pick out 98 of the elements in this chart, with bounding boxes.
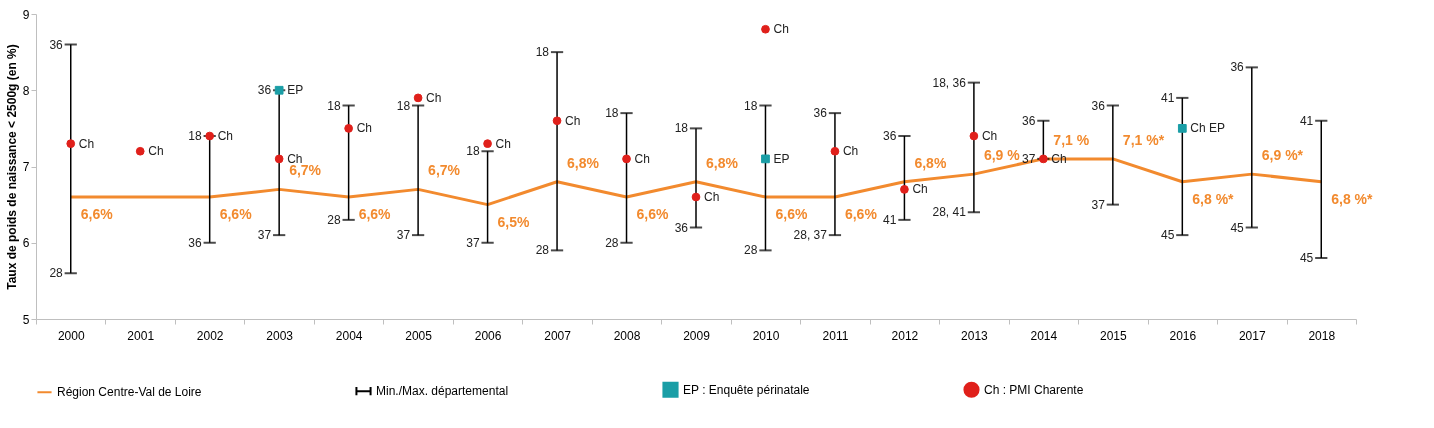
data-label: 6,6%: [219, 206, 253, 222]
data-label: 6,8%: [706, 154, 739, 171]
x-tick-label: 2018: [1308, 328, 1336, 343]
legend-label: EP : Enquête périnatale: [683, 382, 810, 397]
legend-label: Min./Max. départemental: [376, 384, 509, 399]
x-tick-label: 2010: [752, 328, 780, 343]
annotation: 45: [1160, 228, 1175, 243]
annotation: 18: [605, 106, 619, 121]
x-tick-label: 2004: [335, 328, 363, 343]
annotation: 41: [883, 212, 897, 227]
annotation: 28: [605, 235, 619, 250]
data-label: Ch: [565, 113, 581, 128]
annotation: 36: [1022, 113, 1036, 128]
data-label: 6,6%: [80, 206, 114, 222]
data-label: 6,8 %*: [1331, 190, 1374, 207]
annotation: 36: [813, 106, 828, 121]
annotation: 28: [744, 243, 758, 258]
y-tick-label: 8: [22, 83, 30, 98]
data-label: EP: [773, 151, 790, 166]
x-tick-label: 2001: [127, 328, 155, 343]
annotation: 41: [1160, 90, 1175, 105]
data-label: Ch: [78, 136, 95, 151]
x-tick-label: 2008: [613, 328, 641, 343]
annotation: 18: [535, 45, 550, 60]
annotation: 37: [466, 235, 480, 250]
annotation: 36: [674, 220, 689, 235]
y-tick-label: 7: [22, 160, 30, 174]
data-label: 6,6%: [358, 206, 392, 222]
data-label: 6,6%: [636, 206, 669, 222]
data-label: 6,9 %*: [1261, 147, 1304, 164]
data-label: 6,6%: [775, 206, 808, 222]
x-tick-label: 2016: [1169, 328, 1197, 343]
annotation: 28, 37: [793, 228, 828, 243]
data-label: Ch: [217, 129, 234, 143]
annotation: 36: [1091, 98, 1106, 113]
x-tick-label: 2005: [405, 328, 433, 343]
data-label: 6,5%: [497, 213, 531, 230]
annotation: 18: [396, 98, 411, 113]
x-tick-label: 2000: [57, 328, 85, 343]
annotation: 37: [396, 228, 411, 243]
data-label: 6,6%: [844, 206, 878, 222]
annotation: 18: [674, 121, 689, 136]
data-label: Ch: [148, 144, 164, 159]
data-label: Ch EP: [1190, 121, 1225, 136]
annotation: 18: [188, 129, 202, 143]
legend-label: Région Centre-Val de Loire: [57, 385, 202, 400]
x-tick-label: 2015: [1099, 328, 1128, 343]
data-label: Ch: [842, 144, 859, 159]
annotation: 36: [257, 83, 272, 98]
annotation: 36: [1230, 60, 1245, 75]
annotation: 36: [49, 37, 64, 52]
x-tick-label: 2009: [683, 328, 711, 343]
annotation: 28: [49, 266, 64, 281]
annotation: 36: [883, 129, 897, 143]
data-label: Ch: [773, 22, 789, 37]
y-tick-label: 9: [22, 7, 30, 22]
legend-label: Ch : PMI Charente: [984, 382, 1084, 397]
x-tick-label: 2012: [891, 328, 919, 343]
annotation: 28, 41: [932, 205, 967, 220]
data-label: 7,1 %: [1053, 131, 1090, 148]
x-tick-label: 2011: [822, 328, 849, 343]
data-label: Ch: [495, 136, 511, 151]
data-label: Ch: [356, 121, 372, 136]
annotation: 45: [1230, 220, 1245, 235]
annotation: 36: [188, 235, 202, 250]
annotation: 18, 36: [932, 75, 967, 90]
data-label: Ch: [1051, 151, 1067, 166]
annotation: 28: [327, 212, 341, 227]
y-tick-label: 6: [22, 236, 30, 251]
annotation: 37: [1091, 197, 1106, 212]
x-tick-label: 2003: [266, 328, 294, 343]
data-label: Ch: [912, 182, 928, 197]
data-label: Ch: [634, 151, 650, 166]
data-label: 6,8 %*: [1192, 190, 1235, 207]
annotation: 45: [1299, 251, 1314, 265]
data-label: Ch: [704, 190, 720, 204]
data-label: 6,8%: [914, 154, 947, 171]
x-tick-label: 2017: [1238, 328, 1266, 343]
data-label: Ch: [426, 90, 442, 105]
annotation: 18: [466, 144, 480, 159]
data-label: EP: [287, 83, 304, 98]
y-tick-label: 5: [22, 312, 30, 327]
data-label: 6,7%: [428, 162, 461, 179]
x-tick-label: 2013: [961, 328, 989, 343]
data-label: 7,1 %*: [1122, 131, 1165, 148]
annotation: 28: [535, 243, 550, 258]
x-tick-label: 2002: [196, 328, 224, 343]
annotation: 18: [327, 98, 341, 113]
annotation: 41: [1299, 113, 1314, 128]
data-label: 6,8%: [567, 154, 600, 171]
x-tick-label: 2006: [474, 328, 502, 343]
x-tick-label: 2007: [544, 328, 572, 343]
annotation: 18: [744, 98, 758, 113]
data-label: 6,9 %: [983, 147, 1021, 164]
x-tick-label: 2014: [1030, 328, 1058, 343]
data-label: Ch: [981, 129, 998, 143]
annotation: 37: [257, 228, 272, 243]
y-axis-title: Taux de poids de naissance < 2500g (en %): [4, 44, 19, 290]
